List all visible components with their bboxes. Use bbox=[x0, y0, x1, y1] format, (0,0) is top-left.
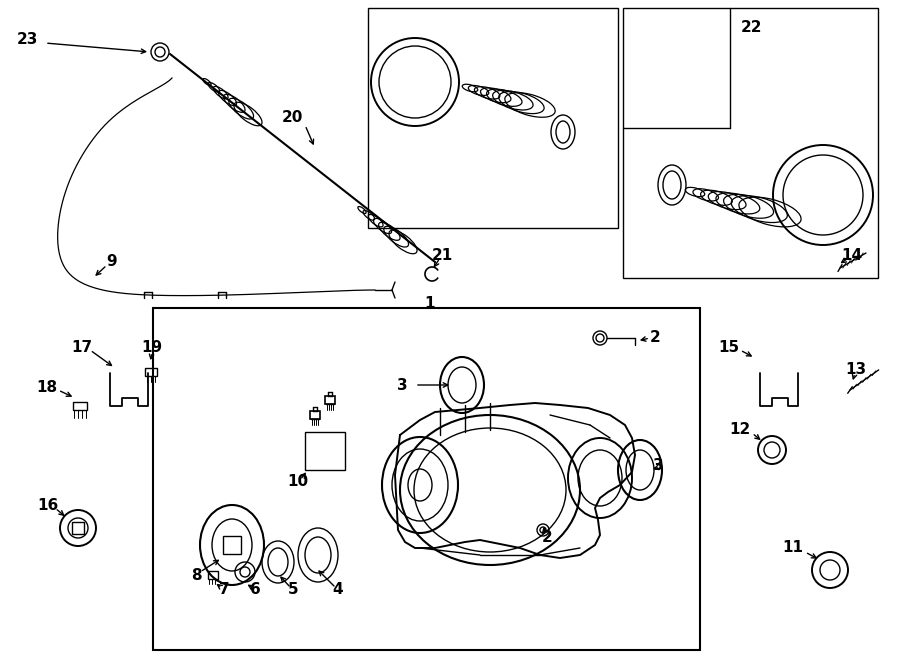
Bar bbox=[325, 396, 335, 404]
Text: 17: 17 bbox=[71, 340, 93, 356]
Text: 13: 13 bbox=[845, 362, 867, 377]
Text: 18: 18 bbox=[36, 381, 58, 395]
Text: 3: 3 bbox=[397, 377, 408, 393]
Bar bbox=[368, 8, 618, 228]
Text: 14: 14 bbox=[842, 247, 862, 262]
Bar bbox=[153, 308, 700, 650]
Text: 10: 10 bbox=[287, 475, 309, 490]
Text: 8: 8 bbox=[191, 568, 202, 582]
Text: 23: 23 bbox=[16, 32, 38, 48]
Text: 2: 2 bbox=[542, 529, 553, 545]
Text: 5: 5 bbox=[288, 582, 298, 598]
Text: 12: 12 bbox=[729, 422, 751, 438]
Bar bbox=[310, 411, 320, 419]
Text: 19: 19 bbox=[141, 340, 163, 356]
Bar bbox=[73, 402, 87, 410]
Bar bbox=[305, 432, 345, 470]
Text: 2: 2 bbox=[650, 329, 661, 344]
Text: 20: 20 bbox=[282, 110, 302, 126]
Text: 9: 9 bbox=[107, 254, 117, 270]
Text: 4: 4 bbox=[333, 582, 343, 598]
Bar bbox=[208, 571, 218, 579]
Text: 22: 22 bbox=[742, 20, 763, 36]
Text: 21: 21 bbox=[431, 247, 453, 262]
Text: 7: 7 bbox=[219, 582, 230, 598]
Bar bbox=[145, 368, 157, 376]
Bar bbox=[223, 536, 241, 554]
Bar bbox=[72, 522, 84, 534]
Text: 11: 11 bbox=[782, 541, 804, 555]
Bar bbox=[623, 8, 878, 278]
Text: 15: 15 bbox=[718, 340, 740, 356]
Text: 1: 1 bbox=[425, 295, 436, 311]
Text: 3: 3 bbox=[652, 457, 663, 473]
Text: 6: 6 bbox=[249, 582, 260, 598]
Text: 16: 16 bbox=[38, 498, 58, 512]
